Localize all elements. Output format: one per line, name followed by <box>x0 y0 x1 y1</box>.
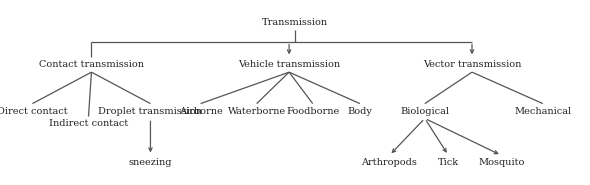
Text: Transmission: Transmission <box>262 18 328 27</box>
Text: Arthropods: Arthropods <box>362 158 417 167</box>
Text: Mechanical: Mechanical <box>514 107 571 115</box>
Text: Droplet transmission: Droplet transmission <box>99 107 202 115</box>
Text: Vehicle transmission: Vehicle transmission <box>238 60 340 69</box>
Text: Indirect contact: Indirect contact <box>49 120 128 128</box>
Text: Tick: Tick <box>438 158 459 167</box>
Text: Body: Body <box>348 107 372 115</box>
Text: Direct contact: Direct contact <box>0 107 68 115</box>
Text: Vector transmission: Vector transmission <box>423 60 521 69</box>
Text: Airborne: Airborne <box>179 107 222 115</box>
Text: Foodborne: Foodborne <box>286 107 339 115</box>
Text: sneezing: sneezing <box>129 158 172 167</box>
Text: Mosquito: Mosquito <box>478 158 525 167</box>
Text: Contact transmission: Contact transmission <box>39 60 144 69</box>
Text: Biological: Biological <box>400 107 450 115</box>
Text: Waterborne: Waterborne <box>228 107 286 115</box>
